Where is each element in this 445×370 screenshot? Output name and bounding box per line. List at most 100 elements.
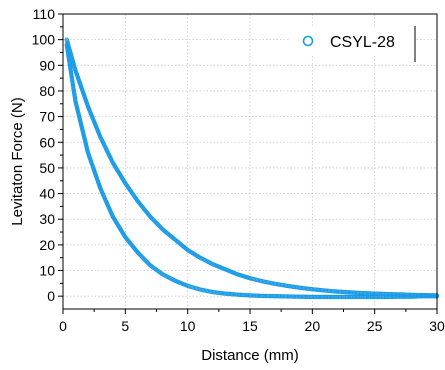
data-point [355,294,361,300]
data-point [308,294,314,300]
data-point [344,294,350,300]
data-point [360,294,365,300]
data-point [299,294,304,299]
data-point [430,294,435,299]
x-tick-label: 0 [59,318,67,334]
y-tick-label: 80 [39,83,55,99]
y-tick-label: 110 [33,6,56,22]
data-point [364,294,369,300]
x-tick-label: 25 [367,318,383,334]
data-point [386,294,391,300]
data-point [271,293,276,299]
data-point [265,293,271,299]
data-point [319,294,325,300]
data-point [391,294,397,299]
data-point [306,294,311,300]
data-point [396,294,401,299]
legend-marker-icon [302,35,314,47]
data-point [426,294,431,299]
data-point [350,294,355,300]
data-point [390,294,395,299]
data-point [405,294,411,299]
data-point [278,294,283,299]
data-point [393,294,398,299]
data-point [343,294,348,300]
data-point [292,294,297,299]
data-point [379,294,384,300]
data-point [286,294,291,299]
data-point [354,294,359,300]
data-point [423,294,429,299]
data-point [283,294,289,299]
data-point [404,294,409,299]
data-point [307,294,312,300]
data-point [337,294,343,300]
legend-label: CSYL-28 [330,34,395,51]
legend-box [290,26,415,56]
data-point [310,294,315,300]
x-tick-label: 20 [305,318,321,334]
data-point [325,294,330,300]
data-point [311,294,316,300]
data-point [365,294,370,300]
data-point [397,294,402,299]
data-point [274,294,279,299]
data-point [408,294,413,299]
data-point [270,293,275,299]
data-point [293,294,298,299]
data-point [376,294,381,300]
data-point [366,294,372,300]
data-point [296,294,301,299]
data-point [268,293,273,299]
data-point [342,294,347,300]
data-point [335,294,340,300]
x-tick-label: 15 [242,318,258,334]
series-markers [64,37,440,300]
x-axis-title: Distance (mm) [201,347,299,364]
data-point [369,294,375,300]
data-point [357,294,362,300]
data-point [384,294,390,300]
data-point [317,294,322,300]
data-point [263,293,268,299]
data-point [402,294,408,299]
data-point [348,294,354,300]
data-point [351,294,357,300]
data-point [326,294,332,300]
data-point [275,294,280,299]
data-point [332,294,337,300]
data-point [401,294,406,299]
data-point [294,294,300,299]
data-point [330,294,336,300]
y-tick-label: 30 [39,211,55,227]
data-point [340,294,345,300]
x-tick-label: 5 [121,318,129,334]
data-point [373,294,379,300]
grid-lines [63,14,437,309]
data-point [288,294,293,299]
data-point [353,294,358,300]
data-point [324,294,329,300]
data-point [64,42,69,47]
data-point [375,294,380,300]
data-point [425,294,430,299]
data-point [318,294,323,300]
data-point [427,294,433,299]
data-point [347,294,352,300]
data-point [378,294,383,300]
data-point [358,294,363,300]
data-point [389,294,394,300]
y-tick-label: 100 [32,32,56,48]
data-point [382,294,387,300]
data-point [290,294,296,299]
data-point [303,294,308,299]
data-point [267,293,272,299]
data-point [333,294,339,300]
data-point [432,294,437,299]
data-point [297,294,303,299]
data-point [304,294,309,299]
x-tick-label: 10 [180,318,196,334]
data-point [281,294,286,299]
data-point [276,294,282,299]
